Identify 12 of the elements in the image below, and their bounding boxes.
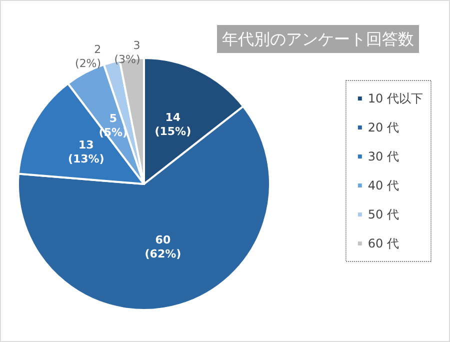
legend-label: 40 代	[368, 178, 400, 192]
data-label: 3 (3%)	[114, 39, 140, 66]
data-label: 13 (13%)	[68, 138, 104, 166]
chart-title: 年代別のアンケート回答数	[222, 30, 414, 48]
legend-label: 10 代以下	[368, 92, 424, 106]
legend-label: 50 代	[368, 208, 400, 222]
legend-label: 60 代	[368, 236, 400, 250]
legend-label: 30 代	[368, 150, 400, 164]
legend-label: 20 代	[368, 120, 400, 134]
data-label: 2 (2%)	[75, 42, 102, 70]
data-label: 14 (15%)	[154, 111, 192, 138]
data-label: 60 (62%)	[144, 234, 182, 261]
